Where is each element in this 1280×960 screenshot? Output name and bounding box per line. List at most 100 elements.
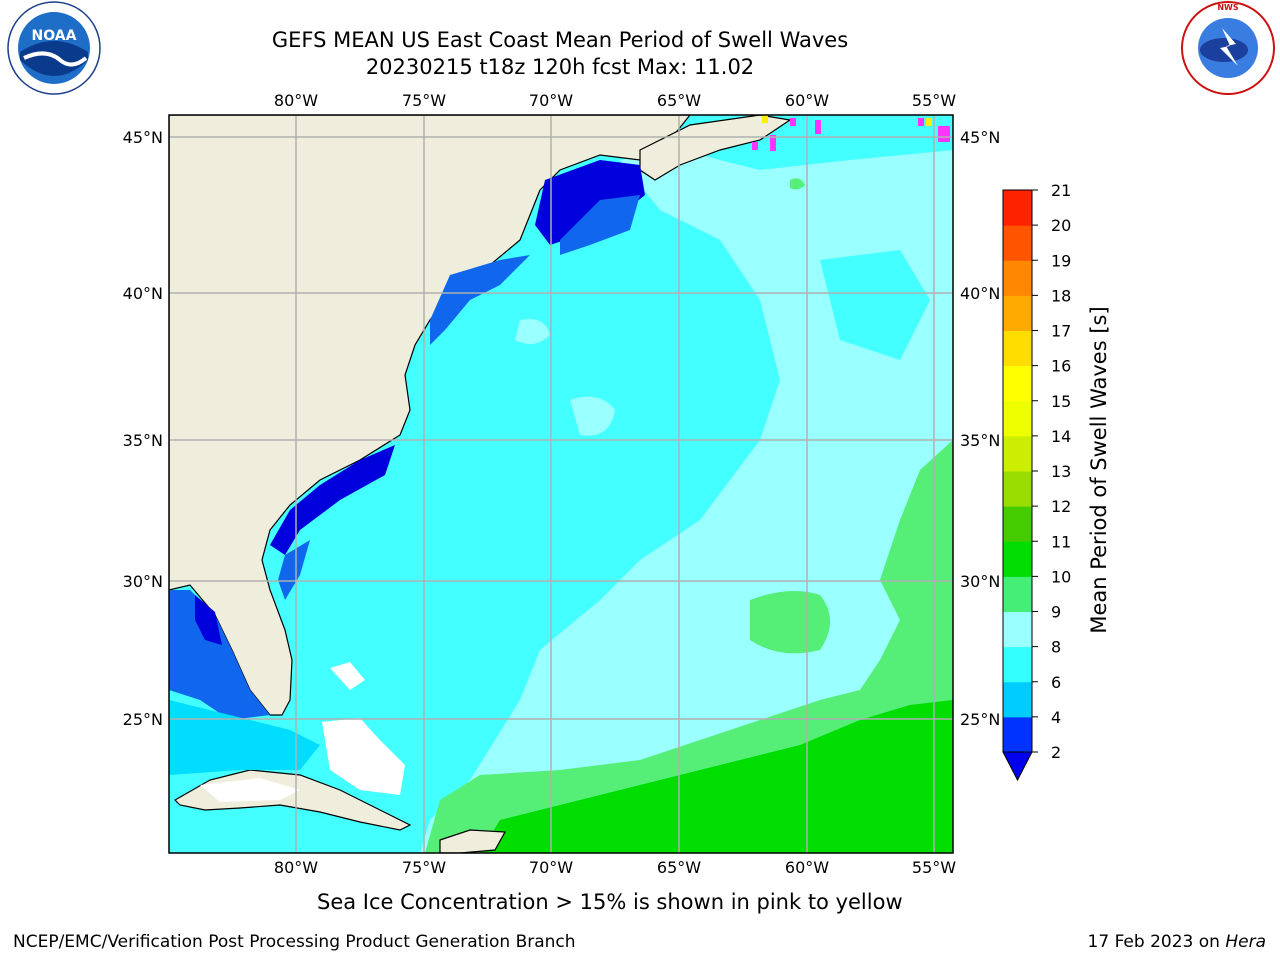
colorbar-swatch bbox=[1003, 330, 1032, 367]
lon-label-top: 75°W bbox=[402, 91, 446, 110]
colorbar-tick-label: 15 bbox=[1051, 392, 1071, 411]
colorbar-swatch bbox=[1003, 295, 1032, 331]
colorbar-swatch bbox=[1003, 225, 1032, 261]
colorbar-tick-label: 20 bbox=[1051, 216, 1071, 235]
lat-labels-right: 45°N 40°N 35°N 30°N 25°N bbox=[960, 128, 1000, 729]
lon-label-bottom: 75°W bbox=[402, 858, 446, 877]
sea-ice-yellow-1 bbox=[762, 115, 768, 123]
swell-region-8-9s bbox=[420, 150, 953, 853]
coast-band-southeast-edge bbox=[278, 540, 310, 600]
footer-host: Hera bbox=[1225, 932, 1266, 952]
lon-label-bottom: 60°W bbox=[785, 858, 829, 877]
chart-title: GEFS MEAN US East Coast Mean Period of S… bbox=[271, 28, 849, 52]
colorbar-tick-label: 11 bbox=[1051, 532, 1071, 551]
lon-label-top: 60°W bbox=[785, 91, 829, 110]
coast-band-gulf bbox=[169, 590, 270, 720]
lon-label-bottom: 55°W bbox=[912, 858, 956, 877]
colorbar-extend-arrow bbox=[1002, 751, 1033, 782]
map-frame bbox=[168, 114, 954, 854]
sea-ice-pink-3 bbox=[752, 142, 758, 150]
colorbar-tick-label: 4 bbox=[1051, 708, 1061, 727]
colorbar-swatch bbox=[1003, 506, 1032, 542]
lat-label-left: 35°N bbox=[123, 431, 163, 450]
colorbar-swatch bbox=[1003, 611, 1032, 648]
lat-label-right: 30°N bbox=[960, 572, 1000, 591]
lon-label-top: 55°W bbox=[912, 91, 956, 110]
colorbar-tick-label: 10 bbox=[1051, 567, 1071, 586]
lon-label-bottom: 70°W bbox=[529, 858, 573, 877]
noaa-logo-text: NOAA bbox=[32, 28, 77, 44]
swell-mid-pocket bbox=[820, 250, 930, 360]
footer-date-text: 17 Feb 2023 on bbox=[1087, 932, 1226, 952]
bahamas-nodata-2 bbox=[330, 662, 365, 690]
swell-green-patch-2 bbox=[790, 178, 805, 190]
sea-ice-pink-1 bbox=[790, 118, 796, 126]
lat-label-right: 35°N bbox=[960, 431, 1000, 450]
coast-band-southeast bbox=[270, 445, 395, 555]
sea-ice-yellow-2 bbox=[926, 118, 932, 126]
footer-producer: NCEP/EMC/Verification Post Processing Pr… bbox=[13, 932, 576, 952]
lon-labels-top: 80°W 75°W 70°W 65°W 60°W 55°W bbox=[274, 91, 956, 110]
sea-ice-pink-4 bbox=[770, 135, 776, 151]
colorbar: 2 4 6 8 9 10 11 12 13 14 15 16 17 18 19 20 21 bbox=[1002, 181, 1071, 782]
colorbar-tick-label: 6 bbox=[1051, 673, 1061, 692]
colorbar-tick-label: 2 bbox=[1051, 743, 1061, 762]
lat-label-right: 25°N bbox=[960, 710, 1000, 729]
colorbar-tick-label: 13 bbox=[1051, 462, 1071, 481]
coast-band-gulf-dark bbox=[195, 595, 222, 645]
lat-label-left: 30°N bbox=[123, 572, 163, 591]
cuba-white-strip bbox=[200, 778, 300, 802]
nws-logo: NWS bbox=[1181, 1, 1275, 95]
lon-label-top: 70°W bbox=[529, 91, 573, 110]
land-nova-scotia bbox=[639, 115, 792, 181]
colorbar-swatch bbox=[1003, 541, 1032, 577]
svg-text:NWS: NWS bbox=[1217, 3, 1239, 12]
colorbar-title: Mean Period of Swell Waves [s] bbox=[1087, 306, 1111, 633]
sea-ice-pink-6 bbox=[938, 126, 950, 142]
colorbar-swatch bbox=[1003, 400, 1032, 437]
lat-label-left: 45°N bbox=[123, 128, 163, 147]
colorbar-tick-label: 12 bbox=[1051, 497, 1071, 516]
colorbar-swatch bbox=[1003, 681, 1032, 718]
colorbar-swatch bbox=[1003, 190, 1032, 226]
coast-band-gulf-of-maine bbox=[535, 160, 645, 245]
sea-ice-pink-5 bbox=[918, 118, 924, 126]
colorbar-swatch bbox=[1003, 260, 1032, 296]
lat-label-left: 40°N bbox=[123, 284, 163, 303]
chart-subtitle: 20230215 t18z 120h fcst Max: 11.02 bbox=[365, 55, 755, 79]
sea-ice-pink-2 bbox=[815, 120, 821, 134]
lon-label-bottom: 80°W bbox=[274, 858, 318, 877]
lat-label-right: 40°N bbox=[960, 284, 1000, 303]
map-plot-area bbox=[169, 115, 953, 853]
colorbar-tick-label: 14 bbox=[1051, 427, 1071, 446]
colorbar-swatch bbox=[1003, 365, 1032, 402]
colorbar-tick-label: 9 bbox=[1051, 603, 1061, 622]
colorbar-tick-label: 8 bbox=[1051, 638, 1061, 657]
colorbar-swatch bbox=[1003, 435, 1032, 472]
swell-green-patch-1 bbox=[750, 591, 830, 654]
colorbar-swatch bbox=[1003, 716, 1032, 753]
swell-light-spot-2 bbox=[515, 319, 550, 344]
lon-labels-bottom: 80°W 75°W 70°W 65°W 60°W 55°W bbox=[274, 858, 956, 877]
lon-label-top: 65°W bbox=[657, 91, 701, 110]
bahamas-nodata bbox=[322, 718, 405, 795]
sea-ice-note: Sea Ice Concentration > 15% is shown in … bbox=[317, 890, 903, 914]
colorbar-tick-label: 18 bbox=[1051, 286, 1071, 305]
colorbar-tick-label: 19 bbox=[1051, 251, 1071, 270]
footer-date: 17 Feb 2023 on Hera bbox=[1088, 932, 1266, 952]
map-grid bbox=[169, 115, 953, 853]
colorbar-tick-label: 17 bbox=[1051, 322, 1071, 341]
lat-label-right: 45°N bbox=[960, 128, 1000, 147]
lat-labels-left: 45°N 40°N 35°N 30°N 25°N bbox=[123, 128, 163, 729]
coast-band-mid-atlantic bbox=[430, 255, 530, 345]
land-hispaniola bbox=[439, 829, 506, 853]
colorbar-swatch bbox=[1003, 576, 1032, 612]
colorbar-tick-label: 16 bbox=[1051, 357, 1071, 376]
swell-region-10-11s bbox=[480, 700, 953, 853]
lat-label-left: 25°N bbox=[123, 710, 163, 729]
coast-band-gom-edge bbox=[560, 195, 640, 255]
noaa-logo: NOAA bbox=[7, 1, 101, 95]
lon-label-bottom: 65°W bbox=[657, 858, 701, 877]
colorbar-swatch bbox=[1003, 646, 1032, 683]
